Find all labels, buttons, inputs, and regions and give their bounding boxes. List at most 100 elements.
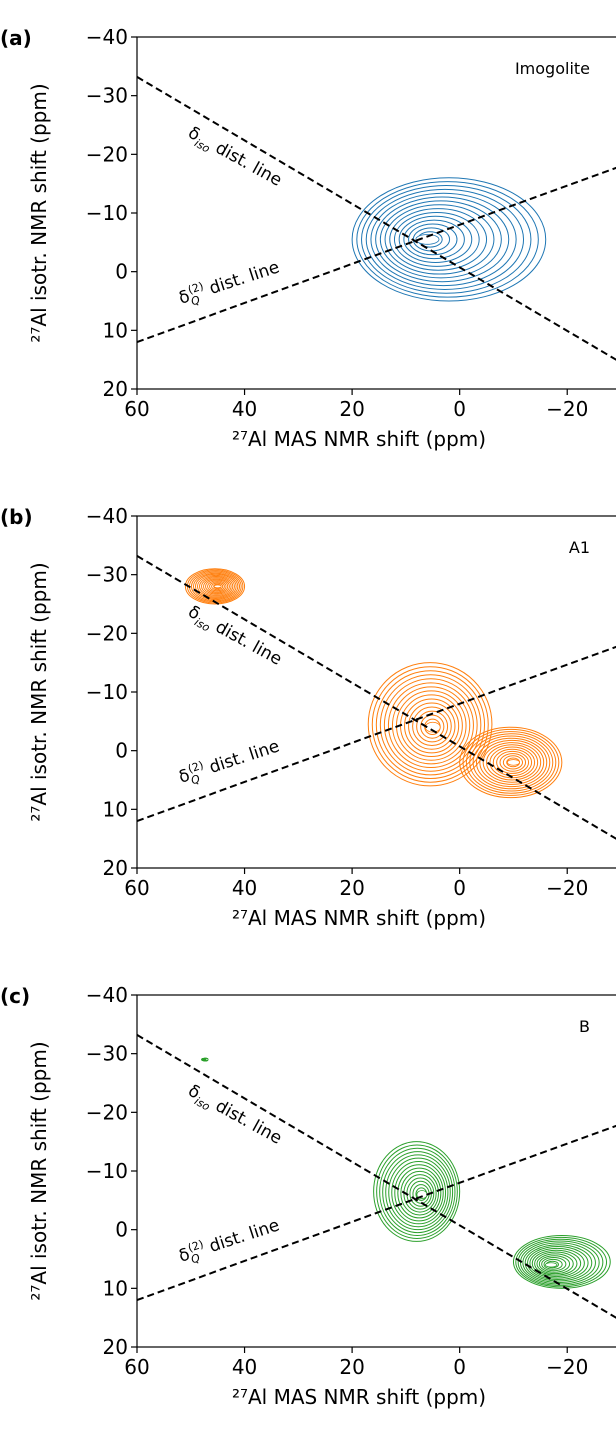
contour-level xyxy=(379,200,502,279)
x-tick-label: 20 xyxy=(339,1355,364,1379)
contour-level xyxy=(365,188,525,290)
contour-level xyxy=(367,662,493,787)
contour-level xyxy=(190,571,241,602)
contour-level xyxy=(469,733,554,792)
contour-level xyxy=(512,1235,611,1289)
iso-dist-line xyxy=(137,76,616,361)
contour-level xyxy=(527,1246,589,1281)
x-tick-label: −20 xyxy=(546,876,588,900)
contour-peak-3 xyxy=(201,1057,209,1062)
x-tick-label: −20 xyxy=(546,397,588,421)
contour-level xyxy=(394,1164,444,1222)
q-dist-line xyxy=(137,645,616,823)
y-tick-label: −40 xyxy=(86,504,128,528)
contour-level xyxy=(361,185,532,294)
y-tick-label: −30 xyxy=(86,1042,128,1066)
contour-level xyxy=(543,1258,563,1270)
contour-level xyxy=(194,573,237,600)
contour-level xyxy=(382,1151,454,1234)
y-tick-label: 20 xyxy=(103,377,128,401)
contour-peaks xyxy=(351,177,547,302)
contour-level xyxy=(541,1257,567,1272)
contour-level xyxy=(522,1242,596,1283)
y-tick-label: 0 xyxy=(115,739,128,763)
contour-level xyxy=(199,576,234,597)
contour-level xyxy=(479,739,545,785)
panel-label: (c) xyxy=(0,984,30,1008)
y-tick-label: −20 xyxy=(86,142,128,166)
contour-level xyxy=(492,748,533,777)
q-line-label: δQ(2) dist. line xyxy=(176,1214,283,1270)
contour-level xyxy=(373,1141,461,1242)
contour-level xyxy=(465,731,557,794)
y-tick-label: 20 xyxy=(103,1335,128,1359)
contour-level xyxy=(482,742,542,783)
y-tick-label: 0 xyxy=(115,260,128,284)
contour-level xyxy=(403,219,465,260)
y-tick-label: −10 xyxy=(86,201,128,225)
contour-level xyxy=(472,735,551,790)
contour-level xyxy=(207,580,227,593)
y-tick-label: −30 xyxy=(86,84,128,108)
y-tick-label: −40 xyxy=(86,983,128,1007)
x-tick-label: 40 xyxy=(232,1355,257,1379)
contour-level xyxy=(408,223,458,256)
contour-level xyxy=(379,1147,456,1237)
distribution-lines xyxy=(137,76,616,361)
y-axis-label: ²⁷Al isotr. NMR shift (ppm) xyxy=(27,562,51,821)
panel-label: (a) xyxy=(0,26,32,50)
q-line-label: δQ(2) dist. line xyxy=(176,256,283,312)
contour-level xyxy=(416,710,449,743)
contour-level xyxy=(203,578,230,595)
x-tick-label: 60 xyxy=(124,1355,149,1379)
x-axis-label: ²⁷Al MAS NMR shift (ppm) xyxy=(232,427,486,451)
x-tick-label: 40 xyxy=(232,876,257,900)
contour-level xyxy=(400,1170,439,1216)
contour-center xyxy=(415,234,440,245)
contour-level xyxy=(370,192,517,287)
contour-level xyxy=(383,678,478,772)
y-axis-label: ²⁷Al isotr. NMR shift (ppm) xyxy=(27,83,51,342)
contour-level xyxy=(375,196,510,283)
panel-label: (b) xyxy=(0,505,33,529)
contour-level xyxy=(375,670,486,780)
contour-level xyxy=(397,1167,442,1219)
y-tick-label: −20 xyxy=(86,621,128,645)
contour-peaks xyxy=(201,1057,611,1289)
y-tick-label: 20 xyxy=(103,856,128,880)
contour-level xyxy=(462,728,560,796)
q-dist-line xyxy=(137,166,616,344)
contour-level xyxy=(387,682,474,769)
plot-frame xyxy=(136,36,616,390)
contour-level xyxy=(515,1236,608,1288)
x-tick-label: −20 xyxy=(546,1355,588,1379)
y-tick-label: 10 xyxy=(103,797,128,821)
contour-level xyxy=(404,698,460,754)
x-tick-label: 0 xyxy=(453,1355,466,1379)
contour-level xyxy=(351,177,547,302)
contour-level xyxy=(384,204,495,275)
contour-level xyxy=(420,714,445,739)
x-axis-label: ²⁷Al MAS NMR shift (ppm) xyxy=(232,906,486,930)
contour-peak-1 xyxy=(184,568,246,605)
x-tick-label: 60 xyxy=(124,876,149,900)
contour-level xyxy=(502,755,524,770)
contour-level xyxy=(192,572,239,601)
contour-level xyxy=(391,1160,447,1225)
contour-level xyxy=(536,1253,574,1275)
contour-level xyxy=(517,1238,604,1286)
contour-level xyxy=(197,574,235,598)
y-tick-label: −10 xyxy=(86,1159,128,1183)
contour-level xyxy=(211,582,224,591)
sample-label: A1 xyxy=(569,538,590,557)
x-tick-label: 40 xyxy=(232,397,257,421)
contour-level xyxy=(412,706,452,747)
iso-dist-line xyxy=(137,1034,616,1319)
contour-level xyxy=(398,215,473,263)
contour-level xyxy=(496,750,530,774)
contour-level xyxy=(459,726,563,799)
